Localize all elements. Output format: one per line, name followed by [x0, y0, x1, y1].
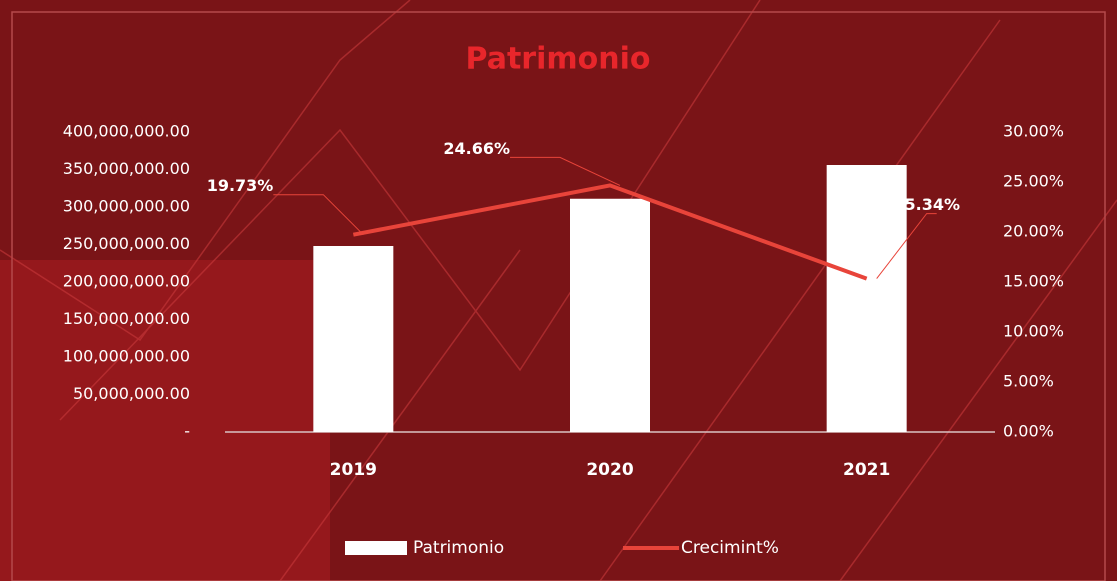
background-panel	[0, 260, 330, 581]
data-label: 19.73%	[207, 176, 274, 195]
leader-line	[876, 213, 937, 279]
line	[352, 183, 868, 281]
y-tick-label: 350,000,000.00	[63, 159, 190, 178]
y2-tick-label: 5.00%	[1003, 372, 1054, 391]
x-tick-label: 2020	[586, 460, 633, 480]
y2-tick-label: 10.00%	[1003, 322, 1064, 341]
legend-label: Patrimonio	[413, 538, 504, 558]
legend-label: Crecimint%	[681, 538, 779, 558]
chart-title: Patrimonio	[466, 42, 651, 77]
leader-line	[273, 194, 364, 236]
y-tick-label: 300,000,000.00	[63, 197, 190, 216]
data-label: 24.66%	[443, 139, 510, 158]
y-tick-label: 150,000,000.00	[63, 309, 190, 328]
legend-swatch	[345, 541, 407, 555]
y-tick-label: 50,000,000.00	[73, 384, 190, 403]
x-tick-label: 2019	[330, 460, 377, 480]
bar	[826, 165, 907, 432]
x-tick-label: 2021	[843, 460, 890, 480]
y2-tick-label: 0.00%	[1003, 422, 1054, 441]
y-tick-label: 100,000,000.00	[63, 347, 190, 366]
y2-tick-label: 20.00%	[1003, 222, 1064, 241]
y-tick-label: 200,000,000.00	[63, 272, 190, 291]
y-tick-label: 250,000,000.00	[63, 234, 190, 253]
y-tick-label: 400,000,000.00	[63, 122, 190, 141]
bar	[313, 246, 394, 432]
y2-tick-label: 25.00%	[1003, 172, 1064, 191]
y2-tick-label: 30.00%	[1003, 122, 1064, 141]
data-label: 15.34%	[893, 195, 960, 214]
y2-tick-label: 15.00%	[1003, 272, 1064, 291]
bar	[570, 198, 650, 432]
leader-line	[510, 156, 621, 186]
frame	[11, 11, 1106, 581]
y-tick-label: -	[184, 422, 190, 441]
